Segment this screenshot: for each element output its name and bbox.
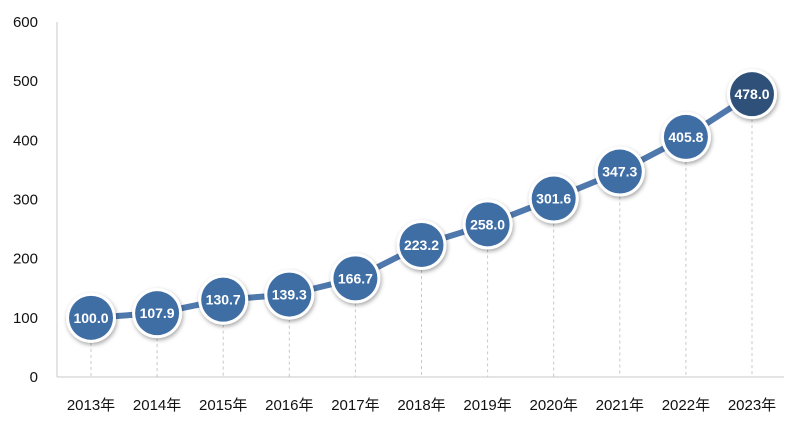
data-label: 258.0 [470, 216, 505, 232]
data-point: 478.0 [727, 69, 777, 120]
y-tick-label: 600 [13, 14, 38, 31]
x-tick-label: 2019年 [463, 397, 511, 414]
data-label: 405.8 [668, 129, 703, 145]
y-tick-label: 100 [13, 310, 38, 327]
x-tick-label: 2014年 [133, 397, 181, 414]
y-tick-label: 0 [30, 369, 38, 386]
y-tick-label: 300 [13, 192, 38, 209]
data-label: 139.3 [272, 287, 307, 303]
data-point-marker [730, 72, 774, 117]
data-point: 166.7 [330, 253, 381, 304]
x-tick-label: 2018年 [397, 397, 445, 414]
data-point: 301.6 [528, 173, 579, 224]
data-point-marker [663, 114, 708, 159]
data-label: 107.9 [140, 305, 175, 321]
drop-lines [90, 119, 753, 377]
data-point-marker [333, 256, 378, 301]
data-point-marker [465, 202, 510, 247]
y-tick-label: 200 [13, 251, 38, 268]
data-point-marker [201, 277, 246, 322]
data-point: 223.2 [396, 219, 447, 270]
data-markers: 100.0 107.9 130.7 139.3 166.7 223.2 258.0 301.6… [66, 69, 777, 343]
data-point-marker [267, 272, 312, 317]
y-tick-label: 500 [13, 73, 38, 90]
data-point-marker [399, 222, 444, 267]
x-tick-label: 2015年 [199, 397, 247, 414]
data-point-marker [531, 176, 576, 221]
data-label: 301.6 [536, 191, 571, 207]
x-axis: 2013年 2014年 2015年 2016年 2017年 2018年 2019年 2020年… [57, 376, 784, 414]
data-point: 258.0 [462, 199, 513, 250]
data-point: 100.0 [66, 292, 116, 343]
x-tick-label: 2017年 [331, 397, 379, 414]
y-tick-label: 400 [13, 132, 38, 149]
data-point-marker [597, 149, 642, 194]
x-tick-label: 2013年 [67, 397, 115, 414]
data-label: 100.0 [73, 310, 108, 326]
data-label: 166.7 [338, 270, 373, 286]
x-tick-label: 2020年 [530, 397, 578, 414]
data-label: 478.0 [734, 86, 769, 102]
x-tick-label: 2022年 [662, 397, 710, 414]
y-axis: 0 100 200 300 400 500 600 [13, 14, 58, 386]
data-label: 130.7 [206, 292, 241, 308]
data-point: 405.8 [660, 111, 711, 162]
data-point: 347.3 [594, 146, 645, 197]
data-label: 223.2 [404, 237, 439, 253]
data-point-marker [135, 291, 180, 336]
data-point: 139.3 [264, 269, 315, 320]
data-point: 130.7 [198, 274, 249, 325]
data-label: 347.3 [602, 164, 637, 180]
x-tick-label: 2023年 [728, 397, 776, 414]
x-tick-label: 2021年 [596, 397, 644, 414]
data-point-marker [69, 295, 113, 340]
data-point: 107.9 [132, 288, 183, 339]
x-tick-label: 2016年 [265, 397, 313, 414]
